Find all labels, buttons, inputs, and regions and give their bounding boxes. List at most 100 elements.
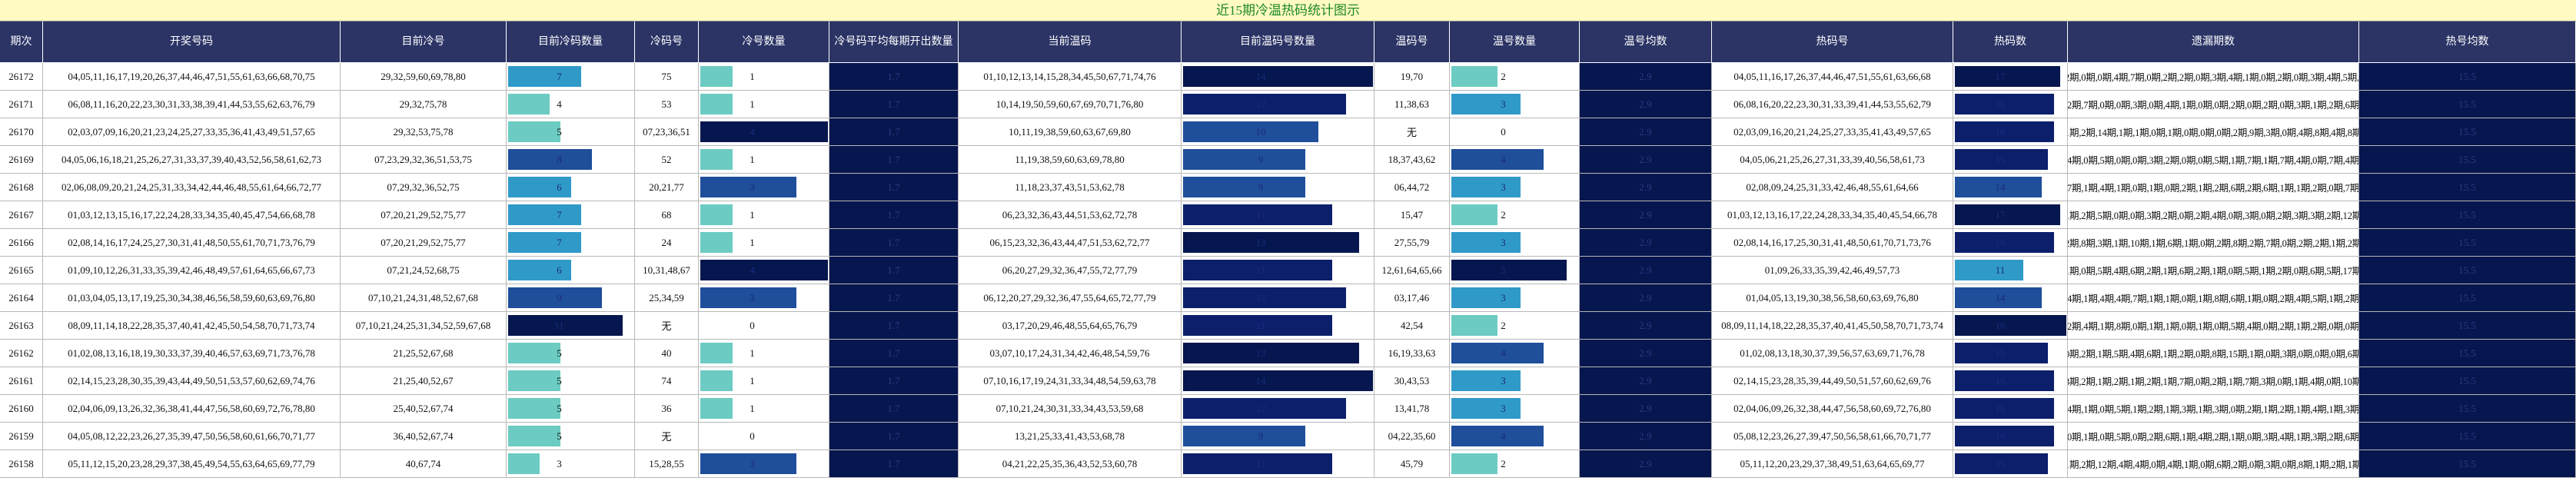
warm-count-cell: 9: [1182, 423, 1374, 450]
hot-numbers-cell: 01,02,08,13,18,30,37,39,56,57,63,69,71,7…: [1712, 340, 1953, 367]
warm-num-cell: 45,79: [1374, 450, 1450, 478]
cold-num-count-cell: 1: [699, 146, 829, 174]
hot-count-bar: [1955, 287, 2042, 308]
cold-count-bar: [508, 426, 560, 446]
cold-current-cell: 29,32,75,78: [341, 91, 507, 118]
cold-count-bar: [508, 177, 571, 197]
miss-periods-cell: 4期,4期,0期,5期,0期,0期,3期,2期,0期,0期,5期,1期,7期,1…: [2068, 146, 2359, 174]
cold-count-cell: 8: [507, 146, 635, 174]
cold-num-cell: 25,34,59: [635, 284, 699, 312]
warm-num-cell: 11,38,63: [1374, 91, 1450, 118]
miss-periods-cell: 4期,4期,1期,0期,5期,1期,2期,1期,3期,1期,3期,0期,2期,1…: [2068, 395, 2359, 423]
hot-numbers-cell: 04,05,11,16,17,26,37,44,46,47,51,55,61,6…: [1712, 63, 1953, 91]
cold-num-count-cell: 1: [699, 229, 829, 257]
draw-numbers-cell: 02,14,15,23,28,30,35,39,43,44,49,50,51,5…: [43, 367, 341, 395]
cold-avg-cell: 1.7: [829, 340, 959, 367]
hot-count-value: 14: [1995, 292, 2006, 304]
hot-avg-cell: 15.5: [2359, 257, 2576, 284]
hot-count-cell: 16: [1953, 91, 2068, 118]
cold-avg-cell: 1.7: [829, 118, 959, 146]
warm-count-cell: 12: [1182, 91, 1374, 118]
header-warm-avg: 温号均数: [1580, 22, 1712, 62]
hot-count-value: 16: [1995, 403, 2006, 414]
warm-num-cell: 27,55,79: [1374, 229, 1450, 257]
cold-num-count-cell: 3: [699, 284, 829, 312]
warm-num-count-cell: 2: [1450, 450, 1580, 478]
cold-current-cell: 07,20,21,29,52,75,77: [341, 229, 507, 257]
warm-num-count-value: 3: [1501, 292, 1506, 304]
table-row: 26158 05,11,12,15,20,23,28,29,37,38,45,49…: [0, 450, 2576, 478]
warm-count-value: 11: [1255, 209, 1266, 221]
warm-num-count-bar: [1451, 315, 1497, 336]
cold-count-value: 6: [557, 181, 562, 193]
draw-numbers-cell: 04,05,06,16,18,21,25,26,27,31,33,37,39,4…: [43, 146, 341, 174]
hot-count-value: 16: [1995, 98, 2006, 110]
warm-current-cell: 01,10,12,13,14,15,28,34,45,50,67,71,74,7…: [959, 63, 1182, 91]
hot-count-bar: [1955, 177, 2042, 197]
miss-periods-cell: 1期,1期,2期,12期,4期,4期,0期,4期,1期,0期,6期,2期,0期,…: [2068, 450, 2359, 478]
cold-num-cell: 24: [635, 229, 699, 257]
header-hot-avg: 热号均数: [2359, 22, 2576, 62]
header-cold-num-count: 冷号数量: [699, 22, 829, 62]
cold-current-cell: 07,10,21,24,31,48,52,67,68: [341, 284, 507, 312]
cold-num-cell: 53: [635, 91, 699, 118]
warm-num-cell: 06,44,72: [1374, 174, 1450, 201]
warm-num-count-value: 3: [1501, 403, 1506, 414]
warm-avg-cell: 2.9: [1580, 340, 1712, 367]
miss-periods-cell: 1期,7期,1期,4期,1期,0期,1期,0期,2期,1期,2期,6期,2期,6…: [2068, 174, 2359, 201]
miss-periods-cell: 0期,3期,2期,1期,2期,1期,2期,1期,7期,0期,2期,1期,7期,3…: [2068, 367, 2359, 395]
cold-num-count-bar: [700, 121, 828, 142]
cold-num-count-bar: [700, 177, 796, 197]
hot-count-cell: 17: [1953, 201, 2068, 229]
cold-count-bar: [508, 121, 560, 142]
warm-num-count-cell: 4: [1450, 423, 1580, 450]
warm-count-bar: [1183, 121, 1318, 142]
draw-numbers-cell: 04,05,08,12,22,23,26,27,35,39,47,50,56,5…: [43, 423, 341, 450]
cold-count-bar: [508, 370, 560, 391]
warm-count-cell: 12: [1182, 395, 1374, 423]
warm-count-bar: [1183, 453, 1332, 474]
cold-current-cell: 29,32,59,60,69,78,80: [341, 63, 507, 91]
cold-count-bar: [508, 94, 550, 114]
cold-num-count-cell: 0: [699, 312, 829, 340]
warm-current-cell: 04,21,22,25,35,36,43,52,53,60,78: [959, 450, 1182, 478]
warm-count-bar: [1183, 66, 1373, 87]
hot-count-value: 16: [1995, 375, 2006, 386]
cold-avg-cell: 1.7: [829, 174, 959, 201]
warm-count-bar: [1183, 287, 1346, 308]
warm-count-value: 12: [1255, 292, 1266, 304]
period-cell: 26172: [0, 63, 43, 91]
hot-avg-cell: 15.5: [2359, 284, 2576, 312]
hot-numbers-cell: 01,03,12,13,16,17,22,24,28,33,34,35,40,4…: [1712, 201, 1953, 229]
cold-num-count-value: 1: [750, 347, 755, 359]
warm-count-value: 9: [1258, 154, 1264, 165]
cold-count-cell: 5: [507, 367, 635, 395]
cold-count-value: 5: [557, 403, 562, 414]
cold-count-cell: 9: [507, 284, 635, 312]
hot-avg-cell: 15.5: [2359, 312, 2576, 340]
cold-num-cell: 无: [635, 312, 699, 340]
warm-count-cell: 9: [1182, 146, 1374, 174]
cold-avg-cell: 1.7: [829, 63, 959, 91]
cold-num-count-value: 1: [750, 375, 755, 386]
warm-avg-cell: 2.9: [1580, 395, 1712, 423]
cold-current-cell: 29,32,53,75,78: [341, 118, 507, 146]
period-cell: 26167: [0, 201, 43, 229]
warm-count-value: 13: [1255, 347, 1266, 359]
warm-num-count-cell: 4: [1450, 340, 1580, 367]
hot-avg-cell: 15.5: [2359, 450, 2576, 478]
table-row: 26167 01,03,12,13,15,16,17,22,24,28,33,34…: [0, 201, 2576, 229]
warm-num-count-value: 4: [1501, 154, 1506, 165]
warm-num-count-cell: 3: [1450, 367, 1580, 395]
cold-count-bar: [508, 232, 581, 253]
warm-num-count-cell: 2: [1450, 312, 1580, 340]
hot-count-cell: 16: [1953, 229, 2068, 257]
hot-count-value: 11: [1995, 264, 2006, 276]
cold-current-cell: 07,29,32,36,52,75: [341, 174, 507, 201]
warm-num-count-value: 3: [1501, 375, 1506, 386]
warm-count-bar: [1183, 370, 1373, 391]
hot-numbers-cell: 02,03,09,16,20,21,24,25,27,33,35,41,43,4…: [1712, 118, 1953, 146]
hot-numbers-cell: 02,08,09,24,25,31,33,42,46,48,55,61,64,6…: [1712, 174, 1953, 201]
warm-avg-cell: 2.9: [1580, 118, 1712, 146]
